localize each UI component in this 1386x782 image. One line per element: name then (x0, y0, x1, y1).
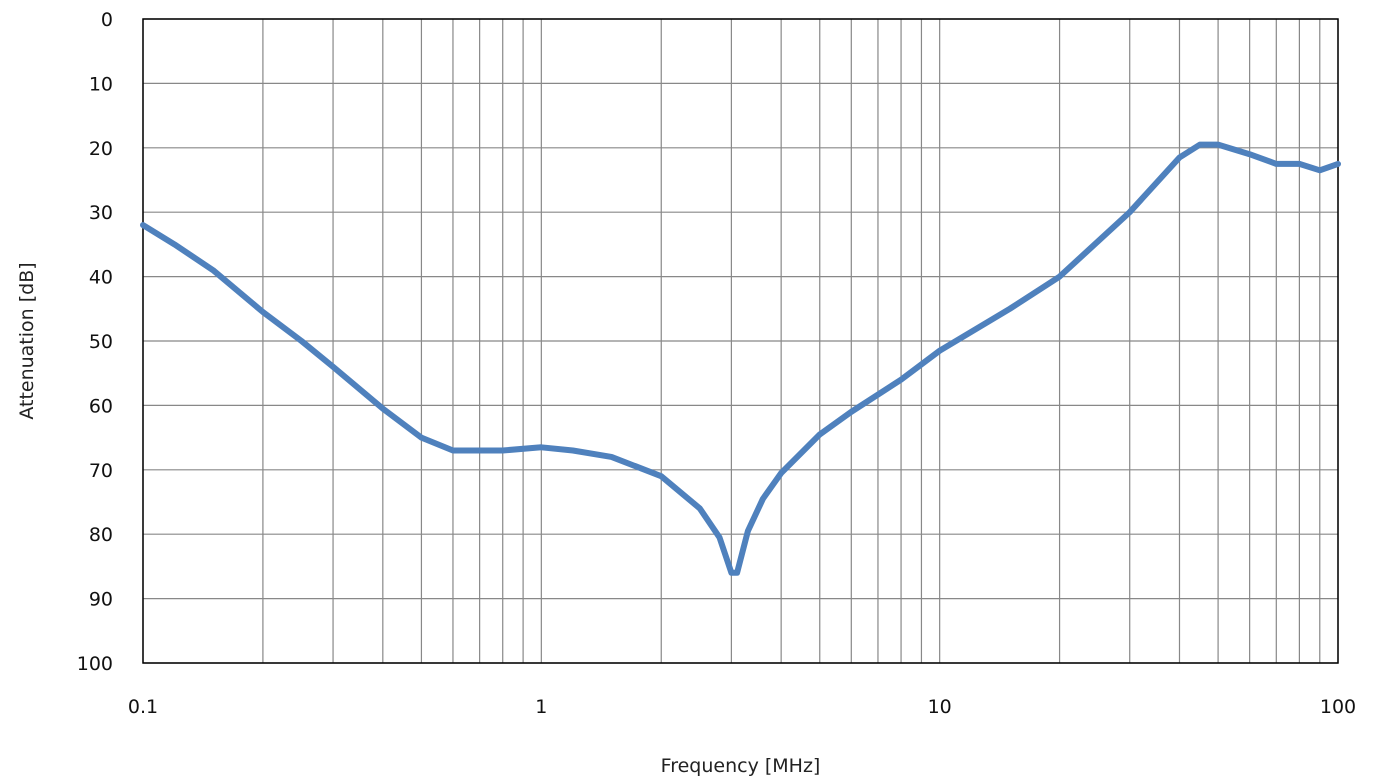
y-tick-label: 80 (89, 524, 113, 546)
y-tick-label: 60 (89, 395, 113, 417)
x-axis-ticks: 0.1 1 10 100 (128, 696, 1356, 718)
y-tick-label: 100 (77, 653, 113, 675)
x-tick-label: 1 (535, 696, 547, 718)
x-tick-label: 100 (1320, 696, 1356, 718)
y-tick-label: 20 (89, 138, 113, 160)
y-tick-label: 0 (101, 9, 113, 31)
y-tick-label: 40 (89, 267, 113, 289)
y-axis-title: Attenuation [dB] (16, 262, 38, 419)
y-tick-label: 90 (89, 589, 113, 611)
y-tick-label: 50 (89, 331, 113, 353)
x-axis-title: Frequency [MHz] (661, 755, 821, 777)
y-tick-label: 10 (89, 73, 113, 95)
y-tick-label: 30 (89, 202, 113, 224)
plot-frame (142, 18, 1339, 664)
x-tick-label: 0.1 (128, 696, 158, 718)
x-tick-label: 10 (928, 696, 952, 718)
attenuation-series-line (140, 141, 1341, 576)
y-axis-ticks: 0 10 20 30 40 50 60 70 80 90 100 (77, 9, 113, 675)
y-tick-label: 70 (89, 460, 113, 482)
